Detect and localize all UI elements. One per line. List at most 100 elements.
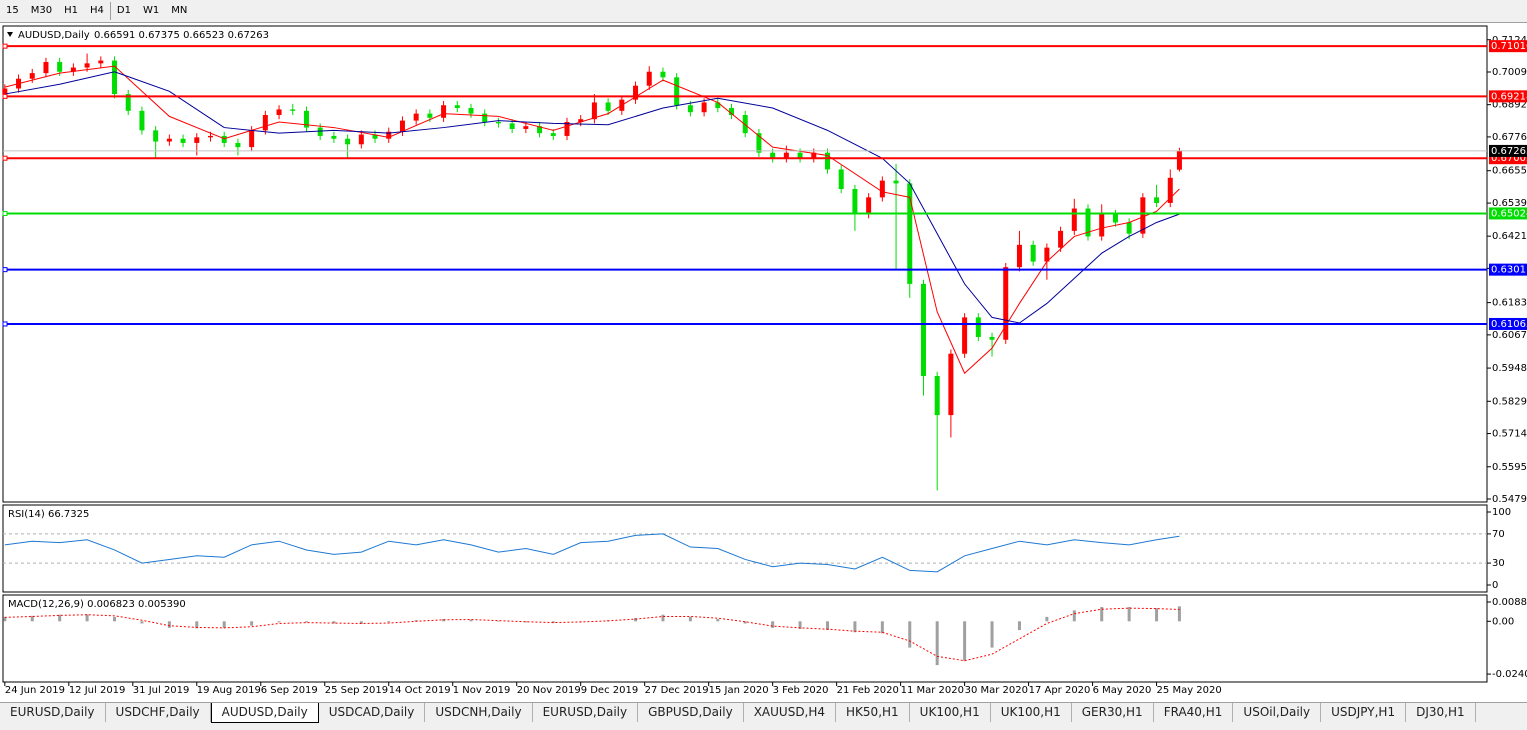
histogram-bar [634,618,638,622]
candle-body [276,109,282,116]
candle-body [1058,230,1064,248]
candle-body [948,353,954,416]
chart-tab[interactable]: FRA40,H1 [1154,703,1234,722]
timeframe-button[interactable]: H4 [89,5,104,16]
candle-body [290,109,296,111]
candle-body [2,88,8,95]
chart-tab[interactable]: HK50,H1 [836,703,910,722]
candle-body [1176,150,1182,170]
candle-body [523,126,529,129]
main-panel [2,25,1488,503]
moving-average [4,71,1180,324]
histogram-bar [1017,621,1021,631]
candle-body [879,180,885,198]
chart-tab[interactable]: EURUSD,Daily [533,703,639,722]
level-label: 0.69218 [1491,91,1527,102]
candle-body [797,152,803,159]
x-tick-label: 19 Aug 2019 [197,685,261,696]
candle-body [413,113,419,121]
chart-tab[interactable]: GBPUSD,Daily [638,703,744,722]
histogram-bar [1127,607,1131,622]
x-tick-label: 12 Jul 2019 [69,685,126,696]
chart-tab[interactable]: USDJPY,H1 [1321,703,1407,722]
candle-body [564,121,570,136]
x-tick-label: 6 Sep 2019 [261,685,318,696]
chart-tab[interactable]: AUDUSD,Daily [210,703,319,723]
chart-tab[interactable]: UK100,H1 [991,703,1072,722]
candle-body [852,188,858,215]
timeframe-button[interactable]: D1 [109,2,137,20]
x-tick-label: 1 Nov 2019 [453,685,511,696]
x-tick-label: 21 Feb 2020 [837,685,899,696]
timeframe-button[interactable]: W1 [142,5,160,16]
level-marker [2,93,8,99]
candle-body [660,71,666,78]
histogram-bar [1155,608,1159,622]
last-price-label: 0.67263 [1491,146,1527,157]
level-label: 0.67003 [1491,153,1527,164]
timeframe-button[interactable]: 15 [6,5,19,16]
candle-body [605,102,611,111]
chart-tab[interactable]: UK100,H1 [910,703,991,722]
histogram-bar [250,621,254,626]
y-tick-label: 0.66555 [1492,166,1527,177]
candle-body [770,152,776,159]
y-tick-label: 0 [1492,580,1498,591]
candle-body [1167,177,1173,203]
candle-body [386,131,392,139]
histogram-bar [825,621,829,631]
y-tick-label: 100 [1492,507,1511,518]
candle-body [166,138,172,142]
candle-body [742,115,748,134]
chart-tab[interactable]: DJ30,H1 [1406,703,1476,722]
y-tick-label: -0.024085 [1492,669,1527,680]
chart-tab[interactable]: USOil,Daily [1233,703,1322,722]
y-tick-label: 0.60675 [1492,330,1527,341]
histogram-bar [688,616,692,622]
panel-title: RSI(14) 66.7325 [8,509,89,520]
histogram-bar [963,621,967,661]
candle-body [125,94,131,111]
chart-tabs: EURUSD,Daily USDCHF,Daily AUDUSD,Daily USDC… [0,702,1527,730]
timeframe-button[interactable]: M30 [30,5,53,16]
candle-body [29,73,35,79]
histogram-bar [387,621,391,623]
chart-tab[interactable]: USDCNH,Daily [425,703,533,722]
timeframe-button[interactable]: H1 [64,5,78,16]
candle-body [824,152,830,170]
level-label-box [1489,207,1527,220]
x-tick-label: 3 Feb 2020 [773,685,829,696]
level-marker [2,267,8,273]
candle-body [962,317,968,354]
level-marker [2,43,8,49]
candle-body [221,135,227,143]
rsi-line [4,533,1180,573]
candle-body [1003,267,1009,340]
y-tick-label: 0.58295 [1492,396,1527,407]
candle-body [509,123,515,129]
chart-tab[interactable]: XAUUSD,H4 [744,703,837,722]
timeframe-toolbar: 15 M30 H1 H4 D1 W1 MN [0,0,1527,23]
histogram-bar [304,621,308,623]
chart-tab[interactable]: USDCHF,Daily [106,703,211,722]
candle-body [441,105,447,118]
candle-body [975,317,981,337]
histogram-bar [1072,610,1076,622]
chart-tab[interactable]: USDCAD,Daily [319,703,426,722]
timeframe-button[interactable]: MN [171,5,188,16]
rsi-panel [2,504,1488,593]
chart-tab[interactable]: EURUSD,Daily [0,703,106,722]
chart-tab[interactable]: GER30,H1 [1072,703,1154,722]
histogram-bar [332,621,336,624]
histogram-bar [798,621,802,629]
level-label: 0.63011 [1491,265,1527,276]
title-arrow [7,32,13,37]
histogram-bar [935,621,939,666]
candle-body [57,61,63,72]
